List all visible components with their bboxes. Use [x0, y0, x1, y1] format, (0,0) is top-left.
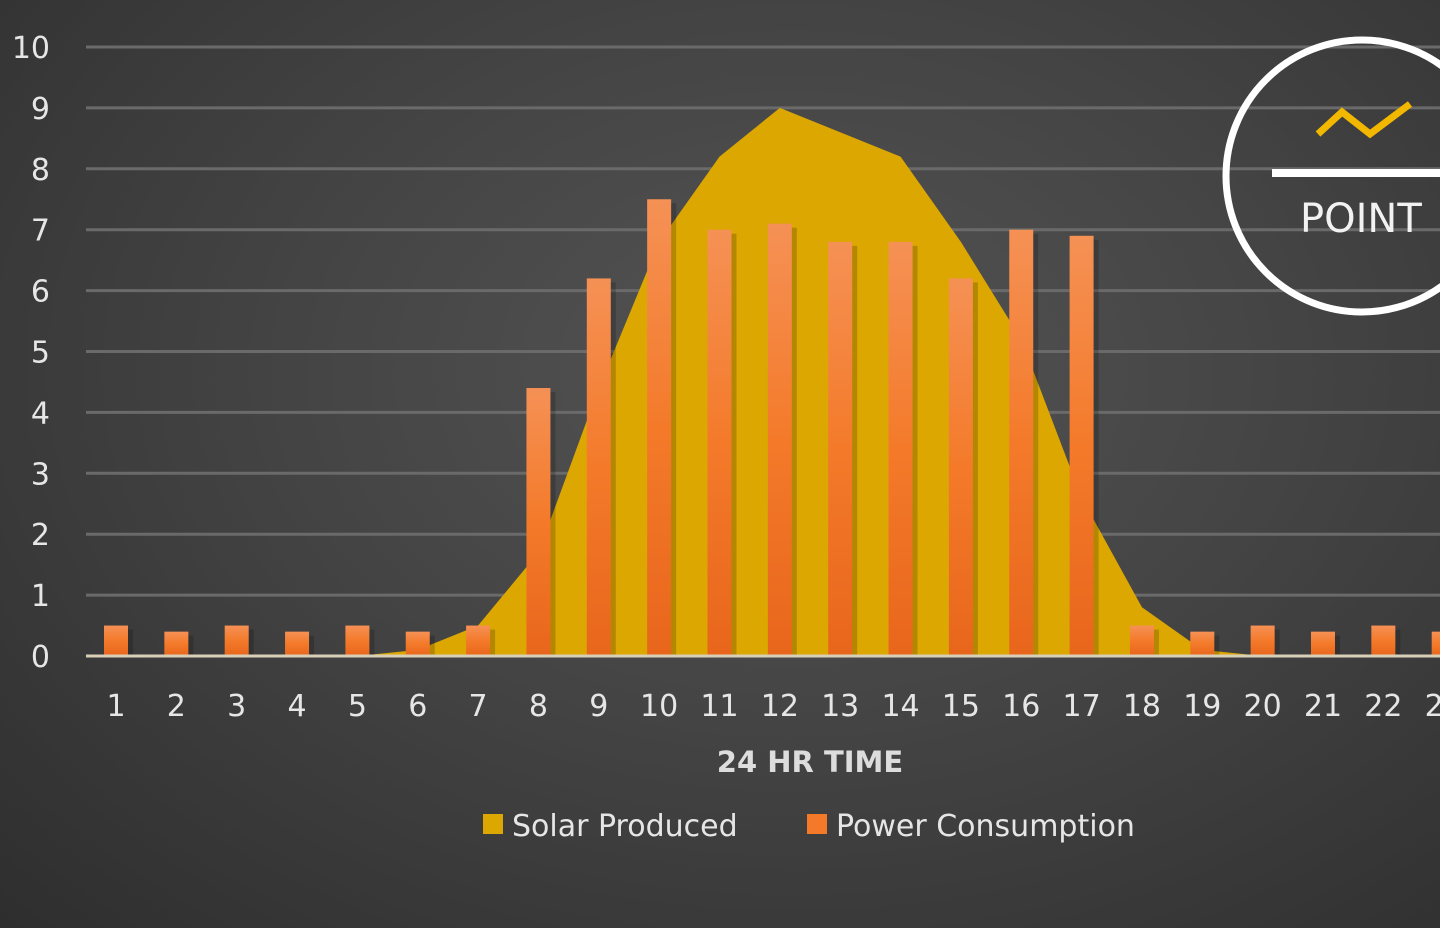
- x-tick-label: 11: [700, 689, 738, 724]
- y-tick-label: 0: [31, 640, 50, 675]
- x-tick-label: 21: [1304, 689, 1342, 724]
- legend-label-solar: Solar Produced: [512, 809, 738, 844]
- x-tick-label: 22: [1364, 689, 1402, 724]
- consumption-bar: [1311, 631, 1335, 656]
- x-tick-label: 1: [106, 689, 125, 724]
- consumption-bar: [828, 241, 853, 656]
- x-tick-label: 16: [1002, 689, 1040, 724]
- legend: Solar Produced Power Consumption: [483, 809, 1135, 844]
- consumption-bar: [586, 278, 611, 656]
- logo-text: POINT: [1300, 196, 1422, 242]
- consumption-bar: [224, 625, 249, 656]
- x-tick-label: 6: [408, 689, 427, 724]
- x-tick-label: 3: [227, 689, 246, 724]
- consumption-bar: [1009, 229, 1034, 656]
- consumption-bar: [285, 631, 310, 656]
- y-tick-label: 6: [31, 275, 50, 310]
- zigzag-line-icon: [1315, 101, 1413, 139]
- x-tick-label: 2: [167, 689, 186, 724]
- y-tick-label: 5: [31, 336, 50, 371]
- consumption-bar: [767, 223, 792, 657]
- consumption-bar: [1069, 235, 1094, 657]
- legend-swatch-consumption: [807, 814, 827, 834]
- consumption-bar: [1190, 631, 1215, 656]
- x-tick-label: 19: [1183, 689, 1221, 724]
- consumption-bar: [948, 278, 973, 656]
- x-tick-label: 18: [1123, 689, 1161, 724]
- y-tick-label: 10: [12, 31, 50, 66]
- x-tick-label: 5: [348, 689, 367, 724]
- x-tick-label: 20: [1244, 689, 1282, 724]
- x-axis-ticks: 1234567891011121314151617181920212223: [106, 689, 1440, 724]
- consumption-bar: [1371, 625, 1396, 656]
- y-tick-label: 1: [31, 579, 50, 614]
- consumption-bar: [405, 631, 430, 656]
- consumption-bar-series: [104, 199, 1440, 657]
- consumption-bar: [466, 625, 491, 656]
- legend-label-consumption: Power Consumption: [836, 809, 1135, 844]
- y-tick-label: 8: [31, 153, 50, 188]
- y-tick-label: 4: [31, 396, 50, 431]
- logo-circle: [1222, 36, 1440, 316]
- x-tick-label: 14: [881, 689, 919, 724]
- consumption-bar: [1129, 625, 1154, 656]
- y-axis-ticks: 0 1 2 3 4 5 6 7 8 9 10: [12, 31, 50, 675]
- y-tick-label: 3: [31, 457, 50, 492]
- legend-swatch-solar: [483, 814, 503, 834]
- y-tick-label: 2: [31, 518, 50, 553]
- consumption-bar: [1431, 631, 1440, 656]
- x-tick-label: 4: [288, 689, 307, 724]
- x-tick-label: 12: [761, 689, 799, 724]
- logo: POINT: [1222, 36, 1440, 316]
- x-tick-label: 9: [589, 689, 608, 724]
- x-tick-label: 17: [1063, 689, 1101, 724]
- consumption-bar: [104, 625, 128, 656]
- consumption-bar: [888, 241, 913, 656]
- x-tick-label: 23: [1425, 689, 1440, 724]
- x-tick-label: 10: [640, 689, 678, 724]
- x-tick-label: 13: [821, 689, 859, 724]
- x-tick-label: 7: [469, 689, 488, 724]
- y-tick-label: 9: [31, 92, 50, 127]
- consumption-bar: [345, 625, 370, 656]
- y-tick-label: 7: [31, 214, 50, 249]
- consumption-bar: [1250, 625, 1275, 656]
- x-tick-label: 8: [529, 689, 548, 724]
- x-axis-title: 24 HR TIME: [717, 745, 903, 779]
- consumption-bar: [164, 631, 189, 656]
- consumption-bar: [707, 229, 732, 656]
- x-tick-label: 15: [942, 689, 980, 724]
- consumption-bar: [526, 388, 551, 656]
- consumption-bar: [647, 199, 672, 656]
